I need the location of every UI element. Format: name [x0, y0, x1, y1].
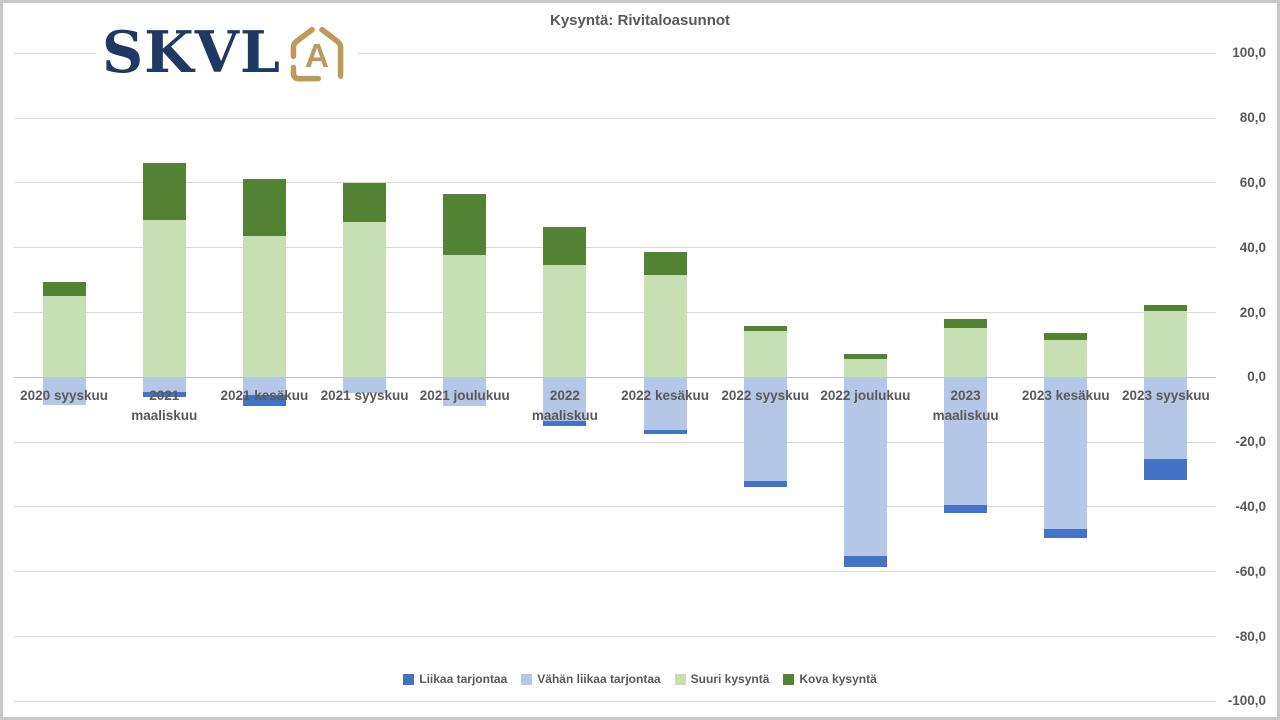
legend-swatch-0: [403, 673, 415, 685]
bar-segment-10-v-h-n-liikaa-tarjontaa: [1044, 377, 1088, 530]
bar-segment-8-liikaa-tarjontaa: [843, 556, 887, 568]
y-tick-label-100: 100,0: [1232, 45, 1266, 61]
legend-label-0: Liikaa tarjontaa: [419, 672, 508, 686]
bar-segment-8-suuri-kysynt-: [843, 359, 887, 378]
y-tick-label-60: 60,0: [1239, 174, 1266, 190]
legend-swatch-1: [521, 673, 533, 685]
bar-segment-3-suuri-kysynt-: [343, 221, 387, 378]
bar-segment-3-v-h-n-liikaa-tarjontaa: [343, 377, 387, 393]
bar-segment-2-kova-kysynt-: [242, 179, 286, 237]
bar-segment-9-liikaa-tarjontaa: [944, 504, 988, 514]
bar-segment-9-suuri-kysynt-: [944, 328, 988, 378]
gridline-20: [14, 312, 1216, 313]
legend-item-1: Vähän liikaa tarjontaa: [521, 672, 661, 686]
y-tick-label--100: -100,0: [1227, 693, 1266, 709]
bar-segment-4-kova-kysynt-: [443, 194, 487, 256]
skvl-logo-text: SKVL: [102, 19, 282, 86]
gridline-40: [14, 247, 1216, 249]
y-tick-label--40: -40,0: [1235, 498, 1266, 514]
legend-item-3: Kova kysyntä: [783, 672, 877, 686]
bar-segment-1-suuri-kysynt-: [142, 220, 186, 378]
house-a-icon: A: [290, 26, 344, 82]
gridline-60: [14, 182, 1216, 184]
bar-segment-5-kova-kysynt-: [543, 227, 587, 265]
gridline--100: [14, 700, 1216, 702]
chart-title: Kysyntä: Rivitaloasunnot: [549, 12, 731, 29]
legend-swatch-3: [783, 673, 795, 685]
bar-segment-5-suuri-kysynt-: [543, 264, 587, 378]
legend-label-2: Suuri kysyntä: [690, 672, 770, 686]
legend-swatch-2: [674, 673, 686, 685]
bar-segment-6-liikaa-tarjontaa: [643, 430, 687, 434]
bar-segment-10-kova-kysynt-: [1044, 332, 1088, 341]
bar-segment-6-v-h-n-liikaa-tarjontaa: [643, 377, 687, 431]
y-tick-label-20: 20,0: [1239, 304, 1266, 320]
bar-segment-5-liikaa-tarjontaa: [543, 420, 587, 426]
gridline-80: [14, 117, 1216, 119]
y-tick-label-80: 80,0: [1239, 110, 1266, 126]
bar-segment-11-suuri-kysynt-: [1144, 310, 1188, 378]
bar-segment-3-kova-kysynt-: [343, 182, 387, 222]
house-a-icon-letter: A: [305, 38, 329, 75]
gridline--20: [14, 441, 1216, 443]
bar-segment-2-liikaa-tarjontaa: [242, 395, 286, 407]
y-tick-label--60: -60,0: [1235, 563, 1266, 579]
bar-segment-8-v-h-n-liikaa-tarjontaa: [843, 377, 887, 557]
bar-segment-4-suuri-kysynt-: [443, 255, 487, 378]
bar-segment-11-v-h-n-liikaa-tarjontaa: [1144, 377, 1188, 460]
gridline--40: [14, 506, 1216, 508]
legend-label-1: Vähän liikaa tarjontaa: [537, 672, 661, 686]
bar-segment-1-v-h-n-liikaa-tarjontaa: [142, 377, 186, 393]
bar-segment-5-v-h-n-liikaa-tarjontaa: [543, 377, 587, 421]
bar-segment-11-liikaa-tarjontaa: [1144, 459, 1188, 480]
gridline--80: [14, 636, 1216, 637]
bar-segment-7-kova-kysynt-: [743, 325, 787, 331]
bar-segment-0-suuri-kysynt-: [42, 295, 86, 378]
bar-segment-2-v-h-n-liikaa-tarjontaa: [242, 377, 286, 396]
bar-segment-1-liikaa-tarjontaa: [142, 392, 186, 397]
bar-segment-9-kova-kysynt-: [944, 319, 988, 329]
skvl-logo: SKVL A: [96, 19, 359, 87]
bar-segment-7-liikaa-tarjontaa: [743, 480, 787, 488]
bar-segment-11-kova-kysynt-: [1144, 305, 1188, 311]
y-tick-label-0: 0,0: [1247, 369, 1266, 385]
gridline--60: [14, 571, 1216, 573]
bar-segment-6-kova-kysynt-: [643, 251, 687, 275]
gridline-100: [14, 52, 1216, 54]
bar-segment-0-v-h-n-liikaa-tarjontaa: [42, 377, 86, 405]
bar-segment-6-suuri-kysynt-: [643, 274, 687, 378]
bar-segment-7-suuri-kysynt-: [743, 330, 787, 378]
y-tick-label--80: -80,0: [1235, 628, 1266, 644]
legend-item-0: Liikaa tarjontaa: [403, 672, 507, 686]
bar-segment-10-suuri-kysynt-: [1044, 340, 1088, 378]
bar-segment-1-kova-kysynt-: [142, 162, 186, 221]
legend-item-2: Suuri kysyntä: [674, 672, 770, 686]
legend: Liikaa tarjontaa Vähän liikaa tarjontaa Su…: [0, 672, 1280, 686]
bar-segment-9-v-h-n-liikaa-tarjontaa: [944, 377, 988, 505]
bar-segment-8-kova-kysynt-: [843, 353, 887, 360]
bar-segment-0-kova-kysynt-: [42, 282, 86, 296]
bar-segment-10-liikaa-tarjontaa: [1044, 529, 1088, 539]
bar-segment-2-suuri-kysynt-: [242, 236, 286, 378]
bar-segment-7-v-h-n-liikaa-tarjontaa: [743, 377, 787, 481]
gridline-0: [14, 376, 1216, 378]
legend-label-3: Kova kysyntä: [799, 672, 877, 686]
bar-segment-4-v-h-n-liikaa-tarjontaa: [443, 377, 487, 407]
y-tick-label-40: 40,0: [1239, 239, 1266, 255]
y-tick-label--20: -20,0: [1235, 434, 1266, 450]
